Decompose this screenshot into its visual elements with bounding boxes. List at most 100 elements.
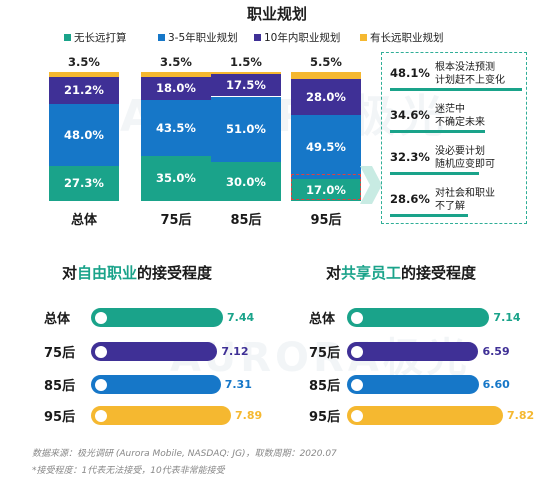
legend-label: 10年内职业规划 xyxy=(264,31,341,44)
source-note: 数据来源：极光调研 (Aurora Mobile, NASDAQ: JG)，取数… xyxy=(32,449,337,459)
bar-knob xyxy=(351,345,363,358)
arrow-icon xyxy=(360,166,382,204)
legend-swatch xyxy=(64,33,71,41)
reason-underline xyxy=(390,130,485,133)
legend-swatch xyxy=(360,33,367,41)
bar-knob xyxy=(95,409,107,422)
highlight-box-95-17 xyxy=(291,174,361,200)
subtitle-part: 的接受程度 xyxy=(401,264,477,282)
scale-note: *接受程度：1代表无法接受，10代表非常能接受 xyxy=(32,466,225,476)
bar-knob xyxy=(351,378,363,391)
bar-value-label: 6.60 xyxy=(482,378,510,391)
bar-segment: 35.0% xyxy=(141,155,211,201)
category-label: 95后 xyxy=(310,213,342,228)
reason-item: 34.6% 迷茫中 不确定未来 xyxy=(390,103,522,139)
row-label: 75后 xyxy=(309,346,341,361)
bar-segment: 17.0% xyxy=(291,179,361,201)
bar-segment: 49.5% xyxy=(291,115,361,180)
category-label: 总体 xyxy=(70,213,97,228)
acceptance-bar xyxy=(347,406,503,425)
bar-knob xyxy=(95,345,107,358)
reason-percent: 32.3% xyxy=(390,150,430,164)
reason-underline xyxy=(390,88,522,91)
bar-value-label: 6.59 xyxy=(482,345,510,358)
subtitle-part: 的接受程度 xyxy=(137,264,213,282)
subtitle-part: 对 xyxy=(326,264,342,282)
legend-item: 10年内职业规划 xyxy=(254,29,340,45)
bar-value-label: 7.89 xyxy=(235,409,263,422)
legend-swatch xyxy=(158,33,165,41)
reason-percent: 34.6% xyxy=(390,108,430,122)
reason-underline xyxy=(390,214,469,217)
bar-value-label: 7.12 xyxy=(221,345,249,358)
bar-value-label: 7.44 xyxy=(227,311,255,324)
acceptance-bar xyxy=(91,406,231,425)
bar-segment: 51.0% xyxy=(211,96,281,163)
acceptance-bar xyxy=(347,375,479,394)
bar-segment: 18.0% xyxy=(141,76,211,100)
chart-title: 职业规划 xyxy=(246,5,307,23)
reason-item: 32.3% 没必要计划 随机应变即可 xyxy=(390,145,522,181)
acceptance-bar xyxy=(91,342,218,361)
acceptance-bar xyxy=(91,308,223,327)
bar-top-label: 3.5% xyxy=(160,55,192,69)
reason-text: 没必要计划 随机应变即可 xyxy=(435,146,495,170)
legend-item: 无长远打算 xyxy=(64,29,127,45)
reason-percent: 48.1% xyxy=(390,66,430,80)
bar-segment: 17.5% xyxy=(211,73,281,97)
legend-label: 无长远打算 xyxy=(74,31,127,44)
category-label: 85后 xyxy=(230,213,262,228)
category-label: 75后 xyxy=(160,213,192,228)
bar-top-label: 1.5% xyxy=(230,55,262,69)
bar-segment xyxy=(211,72,281,74)
bar-segment: 30.0% xyxy=(211,162,281,201)
reason-text: 对社会和职业 不了解 xyxy=(435,188,495,212)
row-label: 总体 xyxy=(309,312,336,327)
bar-segment xyxy=(291,72,361,80)
bar-knob xyxy=(95,311,107,324)
subtitle-highlight: 共享员工 xyxy=(341,264,402,282)
legend-swatch xyxy=(254,33,261,41)
acceptance-bar xyxy=(347,342,479,361)
row-label: 85后 xyxy=(309,379,341,394)
row-label: 75后 xyxy=(44,346,76,361)
subtitle-shared-employee: 对共享员工的接受程度 xyxy=(326,262,476,283)
bar-value-label: 7.82 xyxy=(507,409,535,422)
legend-item: 3-5年职业规划 xyxy=(158,29,238,45)
bar-segment: 27.3% xyxy=(49,165,119,201)
legend-label: 3-5年职业规划 xyxy=(168,31,238,44)
acceptance-bar xyxy=(91,375,221,394)
bar-segment: 48.0% xyxy=(49,103,119,166)
bar-segment: 43.5% xyxy=(141,99,211,156)
bar-segment xyxy=(49,72,119,77)
bar-knob xyxy=(351,409,363,422)
reason-percent: 28.6% xyxy=(390,192,430,206)
bar-value-label: 7.14 xyxy=(493,311,521,324)
bar-segment: 21.2% xyxy=(49,76,119,104)
bar-top-label: 5.5% xyxy=(310,55,342,69)
reason-text: 迷茫中 不确定未来 xyxy=(435,104,485,128)
reason-panel: 48.1% 根本没法预测 计划赶不上变化 34.6% 迷茫中 不确定未来 32.3% 没必… xyxy=(381,52,527,224)
subtitle-freelance: 对自由职业的接受程度 xyxy=(62,262,212,283)
reason-underline xyxy=(390,172,479,175)
reason-item: 48.1% 根本没法预测 计划赶不上变化 xyxy=(390,61,522,97)
row-label: 95后 xyxy=(44,410,76,425)
legend-label: 有长远职业规划 xyxy=(370,31,444,44)
row-label: 85后 xyxy=(44,379,76,394)
bar-segment: 28.0% xyxy=(291,79,361,116)
stacked-bar-chart: 27.3% 48.0% 21.2% 3.5% 总体 35.0% 43.5% 18.0% 3.5%… xyxy=(49,55,361,228)
reason-item: 28.6% 对社会和职业 不了解 xyxy=(390,187,522,223)
bar-segment xyxy=(141,72,211,77)
bar-value-label: 7.31 xyxy=(224,378,252,391)
acceptance-bar xyxy=(347,308,490,327)
row-label: 总体 xyxy=(44,312,71,327)
subtitle-part: 对 xyxy=(62,264,78,282)
subtitle-highlight: 自由职业 xyxy=(77,264,138,282)
bar-knob xyxy=(351,311,363,324)
row-label: 95后 xyxy=(309,410,341,425)
legend-item: 有长远职业规划 xyxy=(360,29,444,45)
bar-top-label: 3.5% xyxy=(68,55,100,69)
reason-text: 根本没法预测 计划赶不上变化 xyxy=(435,62,505,86)
bar-knob xyxy=(95,378,107,391)
